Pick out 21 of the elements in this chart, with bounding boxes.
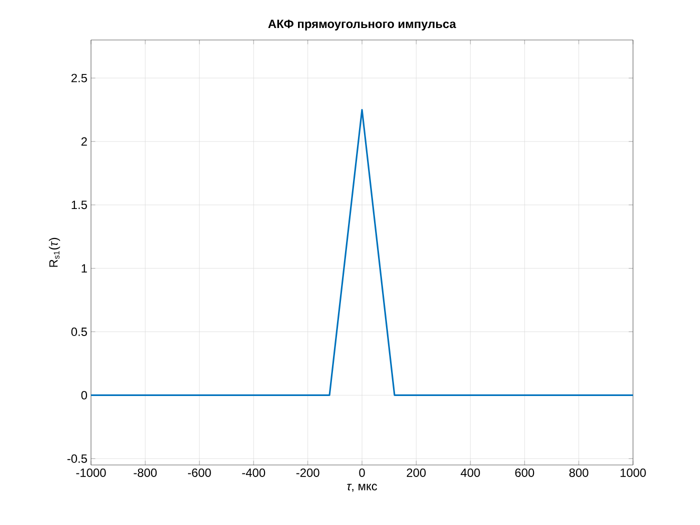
x-tick-label: -1000 (76, 468, 106, 477)
x-tick-label: 1000 (620, 468, 646, 477)
y-tick-label: 0 (81, 390, 88, 400)
chart-title: АКФ прямоугольного импульса (268, 20, 456, 30)
x-tick-label: 200 (406, 468, 426, 477)
x-tick-label: -800 (134, 468, 157, 477)
y-tick-label: 0.5 (71, 328, 87, 336)
x-tick-label: -400 (242, 468, 266, 477)
y-tick-label: 2 (81, 137, 87, 146)
x-tick-label: 800 (569, 468, 588, 477)
y-tick-label: 1.5 (72, 200, 87, 210)
y-tick-label: -0.5 (67, 454, 87, 463)
x-axis-title: τ, мкс (347, 484, 378, 492)
x-tick-label: -600 (188, 468, 211, 477)
y-tick-label: 2.5 (71, 74, 87, 82)
x-tick-label: 600 (515, 468, 534, 477)
y-tick-label: 1 (82, 264, 87, 272)
x-tick-label: 0 (359, 468, 365, 477)
y-axis-title: R$_{s1}$(τ) (48, 238, 60, 267)
x-tick-label: -200 (296, 468, 320, 477)
x-tick-label: 400 (460, 468, 480, 477)
